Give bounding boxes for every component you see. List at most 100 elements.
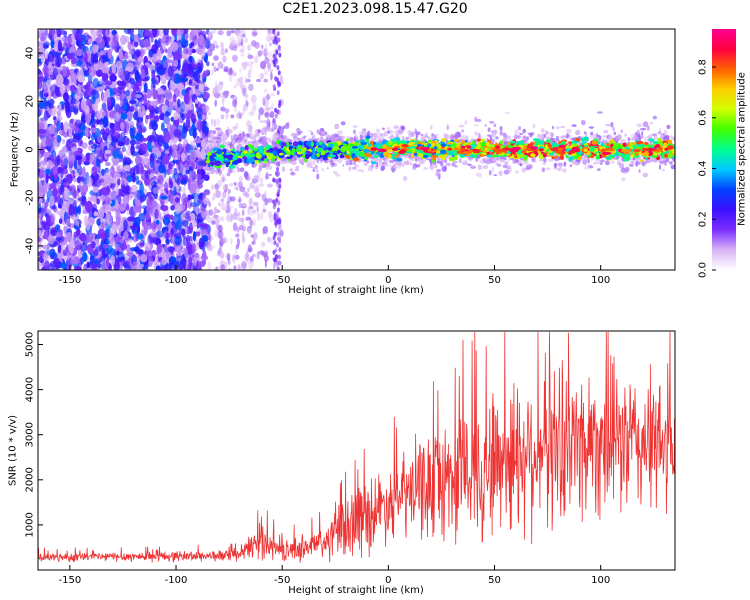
noise-cell [224,189,227,193]
noise-cell [58,204,62,209]
noise-cell [266,92,270,101]
band-halo [262,163,268,166]
noise-cell [40,54,45,64]
band-halo [602,135,607,138]
band-halo [314,164,318,170]
noise-cell [133,41,139,47]
noise-cell [164,150,170,155]
band-halo [375,136,380,141]
noise-cell [275,50,279,56]
noise-cell [214,99,217,108]
noise-cell [45,137,53,148]
noise-cell [270,71,273,81]
noise-cell [96,120,100,125]
noise-cell [248,197,253,206]
noise-cell [75,59,83,67]
noise-cell [38,84,42,90]
noise-cell [72,72,77,82]
noise-cell [220,174,226,183]
noise-cell [197,260,206,268]
noise-cell [175,255,184,266]
noise-cell [247,227,253,235]
noise-cell [260,72,264,79]
noise-cell [139,48,144,58]
noise-cell [103,67,108,74]
noise-cell [207,199,210,205]
noise-cell [135,250,141,255]
noise-cell [42,66,49,74]
noise-cell [245,99,248,107]
noise-cell [114,104,121,112]
noise-cell [177,98,181,108]
band-halo [352,129,357,135]
noise-cell [258,183,265,188]
noise-cell [276,109,280,115]
noise-cell [74,119,83,128]
noise-cell [225,90,230,95]
noise-cell [58,103,62,110]
noise-cell [197,114,203,121]
noise-cell [219,216,225,222]
noise-cell [229,41,236,47]
noise-cell [135,175,140,185]
noise-cell [65,218,71,227]
noise-cell [116,215,121,226]
noise-cell [96,110,103,120]
noise-cell [52,166,58,176]
band-halo [436,169,442,172]
noise-cell [123,231,129,240]
noise-cell [217,83,224,92]
noise-cell [144,177,151,186]
noise-cell [90,95,96,105]
noise-cell [267,29,273,36]
noise-cell [174,172,180,184]
band-halo [434,134,437,139]
band-halo [340,121,346,126]
noise-cell [264,260,267,268]
noise-cell [77,197,86,202]
noise-cell [192,71,201,82]
noise-cell [262,252,269,258]
noise-cell [278,100,282,105]
noise-cell [38,212,42,219]
noise-cell [247,54,254,60]
noise-cell [173,59,179,67]
band-halo [215,127,220,130]
noise-cell [124,252,128,263]
noise-cell [237,32,243,37]
noise-cell [154,208,159,220]
band-halo [541,133,544,139]
noise-cell [195,205,199,215]
noise-cell [194,99,199,104]
noise-cell [112,149,120,159]
noise-cell [247,124,251,133]
band-halo [477,132,481,139]
noise-cell [101,168,105,176]
band-halo [464,120,468,125]
noise-cell [129,77,135,85]
noise-cell [273,240,277,246]
noise-cell [91,241,96,249]
noise-cell [80,257,84,265]
noise-cell [241,209,245,216]
band-halo [402,175,408,182]
noise-cell [86,62,92,69]
band-halo [624,133,627,137]
noise-cell [210,184,215,191]
noise-cell [72,134,81,143]
noise-cell [217,224,223,233]
band-halo [242,131,245,135]
noise-cell [135,155,142,166]
noise-cell [104,175,112,184]
noise-cell [183,248,189,258]
band-halo [571,124,577,127]
noise-cell [226,253,231,261]
band-halo [321,139,328,142]
noise-cell [202,223,209,230]
noise-cell [198,83,205,92]
band-halo [519,132,524,135]
noise-cell [248,83,254,92]
noise-cell [276,31,280,37]
noise-cell [163,154,170,165]
noise-cell [74,172,80,177]
